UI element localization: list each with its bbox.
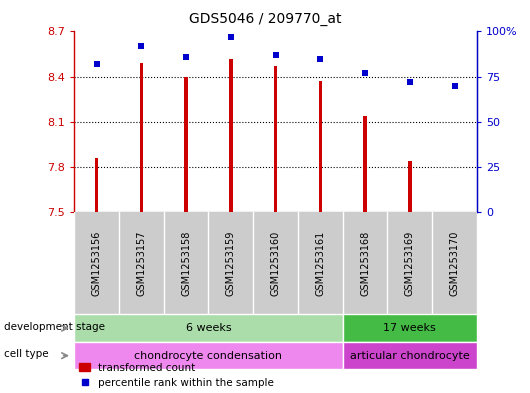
- Text: GSM1253158: GSM1253158: [181, 231, 191, 296]
- Bar: [364, 116, 367, 212]
- Text: GSM1253156: GSM1253156: [92, 231, 102, 296]
- Text: GSM1253159: GSM1253159: [226, 231, 236, 296]
- Text: GSM1253168: GSM1253168: [360, 231, 370, 296]
- Text: GSM1253161: GSM1253161: [315, 231, 325, 296]
- Text: GSM1253157: GSM1253157: [136, 231, 146, 296]
- Bar: [229, 59, 233, 212]
- Text: articular chondrocyte: articular chondrocyte: [350, 351, 470, 361]
- Bar: [274, 66, 277, 212]
- Point: [405, 79, 414, 85]
- Text: GSM1253160: GSM1253160: [271, 231, 280, 296]
- Bar: [343, 342, 477, 369]
- Point: [271, 52, 280, 58]
- Text: GSM1253169: GSM1253169: [405, 231, 415, 296]
- Point: [182, 53, 190, 60]
- Point: [137, 43, 146, 49]
- Bar: [139, 63, 143, 212]
- Bar: [408, 161, 412, 212]
- Point: [316, 55, 324, 62]
- Point: [227, 34, 235, 40]
- Text: 17 weeks: 17 weeks: [384, 323, 436, 333]
- Point: [92, 61, 101, 67]
- Text: 6 weeks: 6 weeks: [186, 323, 231, 333]
- Text: cell type: cell type: [4, 349, 48, 359]
- Text: GSM1253170: GSM1253170: [449, 231, 460, 296]
- Point: [361, 70, 369, 76]
- Bar: [74, 342, 343, 369]
- Text: development stage: development stage: [4, 322, 105, 332]
- Bar: [74, 314, 343, 342]
- Text: chondrocyte condensation: chondrocyte condensation: [135, 351, 282, 361]
- Bar: [184, 77, 188, 212]
- Bar: [319, 81, 322, 212]
- Point: [450, 83, 459, 89]
- Bar: [343, 314, 477, 342]
- Legend: transformed count, percentile rank within the sample: transformed count, percentile rank withi…: [80, 363, 274, 388]
- Bar: [95, 158, 99, 212]
- Text: GDS5046 / 209770_at: GDS5046 / 209770_at: [189, 12, 341, 26]
